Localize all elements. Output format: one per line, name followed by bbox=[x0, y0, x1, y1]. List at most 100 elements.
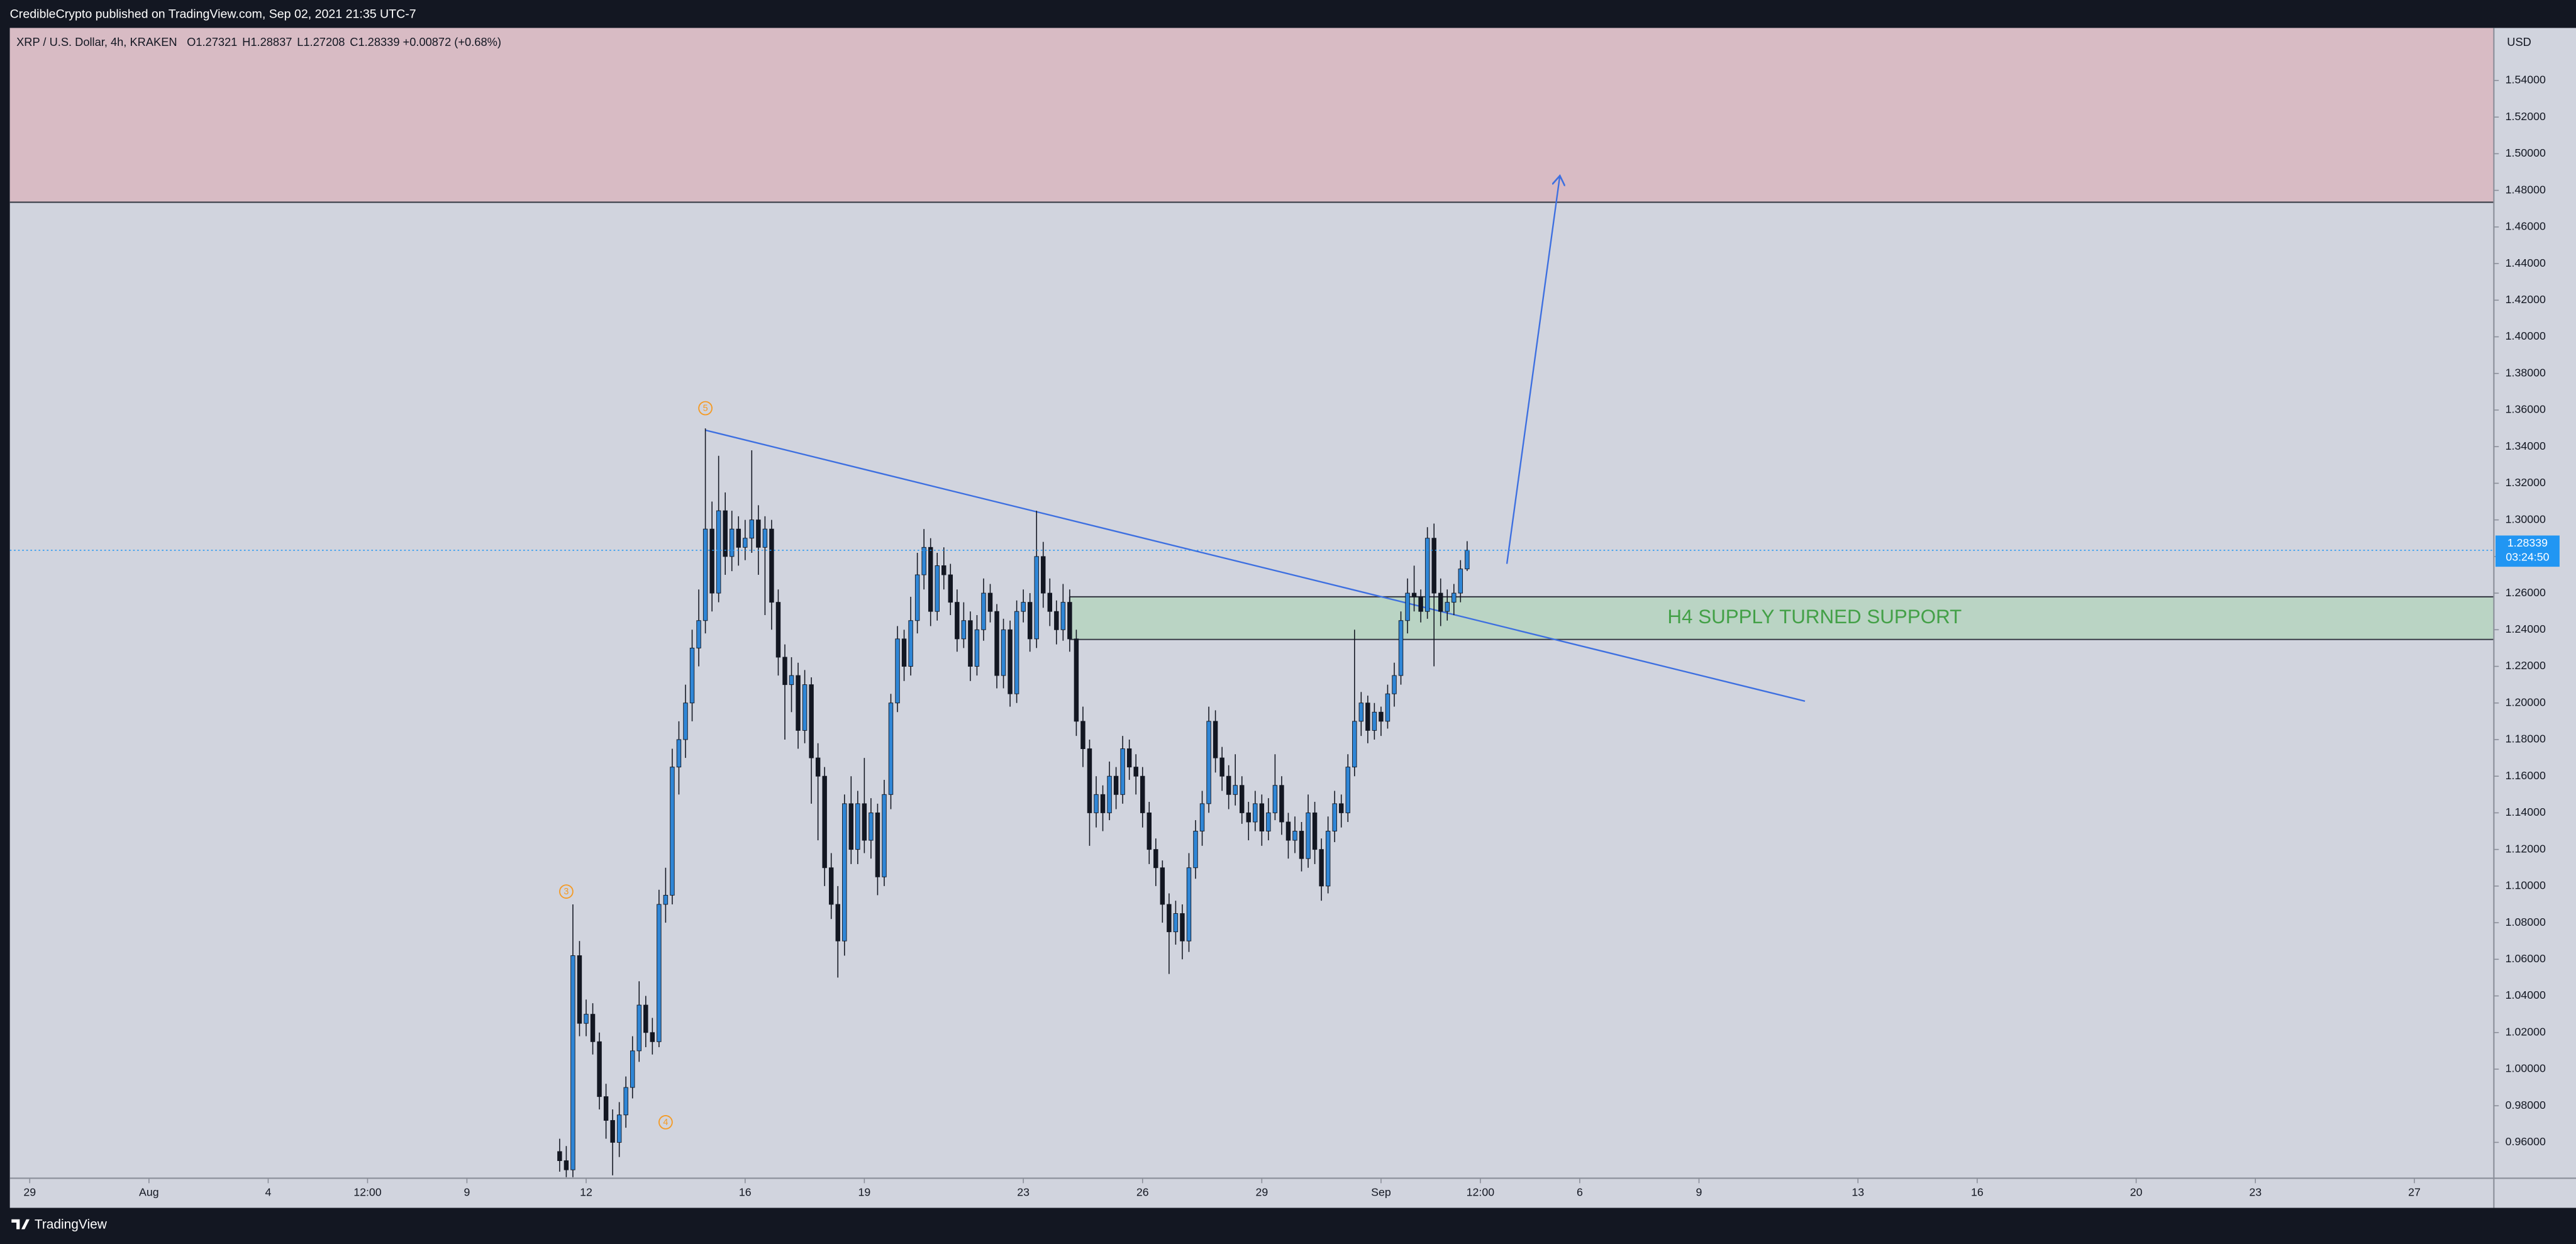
candle-body bbox=[1199, 803, 1205, 831]
candle-body bbox=[1173, 913, 1179, 933]
candle-body bbox=[577, 955, 582, 1024]
candle-body bbox=[1452, 592, 1457, 603]
candle-body bbox=[616, 1114, 622, 1143]
plot-area: H4 SUPPLY TURNED SUPPORT 3 4 5 bbox=[9, 28, 2494, 1177]
candle-body bbox=[1438, 592, 1443, 612]
candle-body bbox=[643, 1004, 648, 1033]
candle-body bbox=[1358, 703, 1364, 722]
change: +0.00872 (+0.68%) bbox=[403, 35, 501, 48]
candle-body bbox=[1027, 602, 1033, 640]
y-tick-label: 1.06000 bbox=[2506, 952, 2546, 965]
candle-body bbox=[564, 1160, 569, 1170]
candle-body bbox=[1140, 775, 1145, 813]
candle-body bbox=[1299, 831, 1304, 859]
candle-body bbox=[901, 638, 907, 667]
y-tick-label: 1.12000 bbox=[2506, 842, 2546, 855]
candle-body bbox=[696, 620, 701, 648]
candle-body bbox=[1292, 831, 1297, 841]
candle-body bbox=[1259, 803, 1265, 831]
x-tick-label: 19 bbox=[858, 1186, 871, 1199]
candle-body bbox=[676, 739, 682, 768]
candle-body bbox=[1385, 693, 1391, 722]
candle-body bbox=[1193, 831, 1198, 869]
candle-body bbox=[762, 528, 768, 548]
candle-body bbox=[862, 803, 867, 841]
candle-body bbox=[1272, 785, 1278, 813]
x-tick-label: 16 bbox=[1971, 1186, 1984, 1199]
logo-icon bbox=[11, 1219, 30, 1230]
candle-body bbox=[1418, 596, 1423, 612]
wave-label: 3 bbox=[564, 887, 569, 897]
candle-body bbox=[809, 684, 814, 758]
y-tick-label: 1.38000 bbox=[2506, 366, 2546, 379]
last-price-box bbox=[2496, 535, 2560, 567]
candle-body bbox=[789, 675, 794, 686]
candle-body bbox=[584, 1014, 589, 1024]
candle-body bbox=[1074, 638, 1079, 722]
y-tick-label: 0.96000 bbox=[2506, 1135, 2546, 1148]
candle-body bbox=[1352, 721, 1357, 768]
y-tick-label: 1.00000 bbox=[2506, 1062, 2546, 1075]
candle-body bbox=[683, 703, 688, 740]
arrow bbox=[1506, 175, 1560, 564]
x-tick-label: 20 bbox=[2130, 1186, 2143, 1199]
candle-body bbox=[928, 547, 933, 612]
candle-body bbox=[570, 955, 575, 1170]
candle-body bbox=[1458, 569, 1463, 594]
x-tick-label: 23 bbox=[1017, 1186, 1030, 1199]
candle-body bbox=[1087, 748, 1092, 813]
candle-body bbox=[1332, 803, 1337, 831]
y-tick-label: 1.22000 bbox=[2506, 659, 2546, 672]
x-tick-label: 13 bbox=[1852, 1186, 1864, 1199]
candle-body bbox=[822, 775, 827, 869]
y-tick-label: 1.46000 bbox=[2506, 220, 2546, 233]
candle-body bbox=[1219, 757, 1224, 777]
candle-body bbox=[1372, 711, 1377, 731]
candle-body bbox=[1107, 775, 1112, 813]
y-tick-label: 1.50000 bbox=[2506, 147, 2546, 159]
x-tick-label: 12:00 bbox=[1467, 1186, 1495, 1199]
x-tick-label: Sep bbox=[1371, 1186, 1391, 1199]
candle-body bbox=[1120, 748, 1125, 795]
candle-body bbox=[782, 657, 787, 686]
candle-body bbox=[968, 620, 973, 667]
ohlc-value: 1.27208 bbox=[303, 35, 345, 48]
candle-body bbox=[1226, 775, 1231, 795]
candle-body bbox=[1253, 803, 1258, 823]
candle-body bbox=[1465, 550, 1470, 570]
candle-body bbox=[1240, 785, 1245, 813]
candle-body bbox=[603, 1096, 609, 1121]
zone-label: H4 SUPPLY TURNED SUPPORT bbox=[1667, 606, 1962, 628]
candle-body bbox=[908, 620, 913, 667]
candle-body bbox=[828, 867, 834, 905]
candle-body bbox=[1054, 611, 1059, 630]
candle-body bbox=[702, 528, 708, 621]
candle-body bbox=[974, 629, 980, 667]
candle-body bbox=[1392, 675, 1397, 694]
candle-body bbox=[1233, 785, 1238, 795]
ohlc-prefix: O bbox=[187, 35, 196, 48]
candle-body bbox=[709, 528, 714, 594]
countdown: 03:24:50 bbox=[2506, 550, 2549, 563]
y-tick-label: 1.52000 bbox=[2506, 110, 2546, 123]
y-tick-label: 0.98000 bbox=[2506, 1099, 2546, 1111]
y-tick-label: 1.40000 bbox=[2506, 330, 2546, 342]
candle-body bbox=[597, 1041, 602, 1097]
candle-body bbox=[888, 703, 894, 795]
zone bbox=[9, 28, 2494, 203]
candle-body bbox=[1153, 849, 1158, 869]
x-tick-label: 27 bbox=[2408, 1186, 2421, 1199]
candle-body bbox=[663, 894, 669, 905]
candle-body bbox=[775, 602, 781, 658]
candle-body bbox=[941, 565, 947, 575]
x-tick-label: 29 bbox=[1255, 1186, 1268, 1199]
symbol-header: XRP / U.S. Dollar, 4h, KRAKEN O1.27321 H1… bbox=[16, 35, 501, 48]
candle-body bbox=[1126, 748, 1132, 768]
candle-body bbox=[756, 519, 761, 548]
candle-body bbox=[736, 528, 741, 548]
currency-label: USD bbox=[2507, 35, 2531, 48]
y-tick-label: 1.08000 bbox=[2506, 916, 2546, 928]
x-tick-label: 16 bbox=[739, 1186, 752, 1199]
candle-body bbox=[796, 675, 801, 731]
